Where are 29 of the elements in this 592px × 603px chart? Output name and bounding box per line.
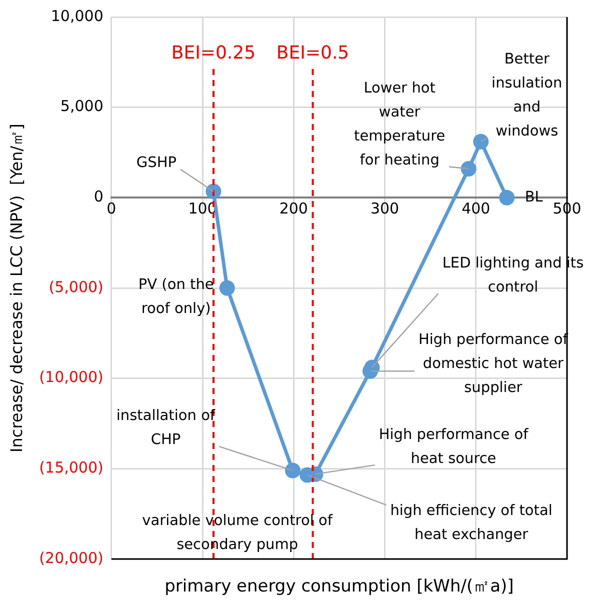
annotation: BEI=0.5 <box>276 42 350 64</box>
annotation: BEI=0.25 <box>171 42 256 64</box>
y-tick-label: 0 <box>94 188 104 206</box>
x-axis-title: primary energy consumption [kWh/(㎡a)] <box>164 576 514 596</box>
y-tick-label: (5,000) <box>48 278 104 296</box>
point <box>284 462 300 478</box>
x-tick-label: 0 <box>106 200 116 218</box>
y-tick-label: (15,000) <box>39 458 104 477</box>
y-tick-label: 10,000 <box>50 6 104 25</box>
annotation: High performance of heat source <box>378 426 530 467</box>
annotation: variable volume control of secondary pump <box>142 512 334 553</box>
y-axis-title: Increase/ decrease in LCC (NPV) [Yen/㎡] <box>6 124 26 452</box>
annotation: high efficiency of total heat exchanger <box>390 502 552 543</box>
point <box>219 280 235 296</box>
annotation: GSHP <box>136 155 177 172</box>
x-tick-label: 300 <box>370 200 400 218</box>
y-tick-label: (20,000) <box>39 548 104 567</box>
annotation: Lower hot water temperature for heating <box>354 80 446 169</box>
point <box>499 190 515 206</box>
y-tick-label: 5,000 <box>60 97 104 116</box>
annotation: installation of CHP <box>116 408 216 448</box>
annotation: Better insulation and windows <box>492 51 562 140</box>
annotation: PV (on the roof only) <box>138 276 214 317</box>
point <box>460 161 476 177</box>
point <box>473 134 489 150</box>
x-tick-label: 400 <box>462 200 490 218</box>
x-tick-label: 200 <box>279 200 308 218</box>
annotation: BL <box>524 189 543 206</box>
y-tick-label: (10,000) <box>39 368 104 386</box>
